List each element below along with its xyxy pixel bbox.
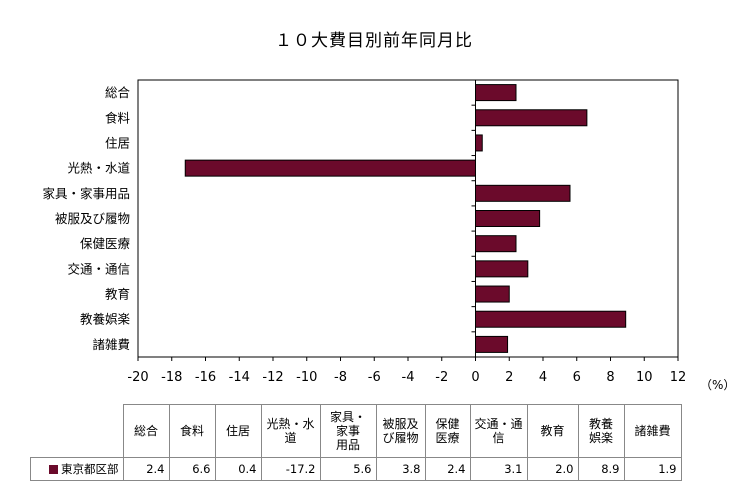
table-header-cell: 総合 — [122, 404, 170, 458]
x-tick-label: 0 — [471, 370, 479, 385]
table-header-cell: 光熱・水道 — [260, 404, 321, 458]
header-text: 道 — [284, 431, 297, 445]
bar — [475, 260, 529, 278]
value-cell: 6.6 — [168, 457, 216, 481]
header-text: 食料 — [179, 424, 204, 438]
series-name-cell: 東京都区部 — [30, 457, 124, 481]
table-corner — [30, 404, 124, 458]
header-text: 交通・通 — [474, 417, 523, 431]
header-text: 家事 — [335, 424, 360, 438]
table-header-cell: 食料 — [168, 404, 216, 458]
category-label: 諸雑費 — [92, 337, 130, 352]
table-header-row: 総合 食料 住居 光熱・水道家具・ 家事 用品 被服及 び履物 保健 医療 交通・通信教育 教養 娯楽諸… — [30, 404, 682, 458]
category-label: 教養娯楽 — [80, 312, 131, 327]
x-tick-label: 6 — [573, 370, 581, 385]
data-table: 総合 食料 住居 光熱・水道家具・ 家事 用品 被服及 び履物 保健 医療 交通・通信教育 教養 娯楽諸… — [30, 404, 682, 481]
bar — [475, 210, 541, 227]
x-tick-label: -2 — [435, 370, 448, 385]
header-text: 信 — [492, 431, 505, 445]
x-tick-label: -14 — [229, 370, 250, 385]
bar — [475, 235, 517, 253]
x-tick-label: -16 — [195, 370, 216, 385]
x-tick-label: -8 — [334, 370, 347, 385]
category-label: 教育 — [105, 287, 130, 302]
table-header-cell: 被服及 び履物 — [375, 404, 426, 458]
header-text: 娯楽 — [588, 431, 613, 445]
header-text: び履物 — [382, 431, 419, 445]
value-cell: 3.8 — [375, 457, 426, 481]
value-cell: 1.9 — [623, 457, 682, 481]
bar — [475, 84, 517, 102]
value-cell: 2.4 — [424, 457, 471, 481]
x-tick-label: -18 — [161, 370, 182, 385]
bar — [475, 335, 509, 353]
bar — [475, 310, 627, 328]
bar — [475, 184, 571, 202]
unit-label: （%） — [700, 378, 736, 392]
table-row: 東京都区部 2.4 6.6 0.4 -17.2 5.6 3.8 2.4 3.1 2.0 8.9 1.… — [30, 457, 682, 481]
x-tick-label: 2 — [505, 370, 513, 385]
table-header-cell: 諸雑費 — [623, 404, 682, 458]
x-tick-label: 8 — [606, 370, 614, 385]
value-cell: 5.6 — [319, 457, 377, 481]
header-text: 光熱・水 — [266, 417, 315, 431]
value-cell: 2.0 — [526, 457, 579, 481]
header-text: 総合 — [133, 424, 158, 438]
header-text: 教養 — [588, 417, 613, 431]
category-label: 食料 — [105, 110, 131, 125]
header-text: 教育 — [540, 424, 565, 438]
series-name: 東京都区部 — [61, 462, 119, 476]
table-header-cell: 住居 — [214, 404, 262, 458]
table-header-cell: 交通・通信 — [469, 404, 528, 458]
category-label: 住居 — [105, 135, 130, 150]
bar — [475, 109, 588, 127]
category-label: 光熱・水道 — [67, 161, 130, 176]
table-header-cell: 保健 医療 — [424, 404, 471, 458]
category-label: 交通・通信 — [67, 261, 130, 276]
header-text: 諸雑費 — [634, 424, 671, 438]
category-label: 総合 — [105, 85, 131, 100]
category-label: 保健医療 — [80, 236, 131, 251]
x-tick-label: -12 — [262, 370, 283, 385]
x-tick-label: -4 — [402, 370, 415, 385]
bar — [475, 134, 483, 152]
value-cell: 8.9 — [577, 457, 625, 481]
x-tick-label: 4 — [539, 370, 547, 385]
header-text: 被服及 — [382, 417, 419, 431]
table-header-cell: 教養 娯楽 — [577, 404, 625, 458]
value-cell: -17.2 — [260, 457, 321, 481]
x-tick-label: -6 — [368, 370, 381, 385]
bar-chart: 総合食料住居光熱・水道家具・家事用品被服及び履物保健医療交通・通信教育教養娯楽諸… — [42, 79, 687, 385]
x-tick-label: 12 — [670, 370, 687, 385]
header-text: 用品 — [335, 438, 360, 452]
category-label: 被服及び履物 — [55, 211, 130, 226]
bar — [184, 159, 476, 177]
table-header-cell: 家具・ 家事 用品 — [319, 404, 377, 458]
bar — [475, 285, 510, 303]
header-text: 家具・ — [329, 410, 366, 424]
value-cell: 3.1 — [469, 457, 528, 481]
value-cell: 2.4 — [122, 457, 170, 481]
x-tick-label: -20 — [127, 370, 148, 385]
value-cell: 0.4 — [214, 457, 262, 481]
header-text: 保健 — [435, 417, 460, 431]
table-header-cell: 教育 — [526, 404, 579, 458]
chart-title: １０大費目別前年同月比 — [275, 31, 473, 51]
category-label: 家具・家事用品 — [42, 186, 130, 201]
x-tick-label: -10 — [296, 370, 317, 385]
legend-swatch — [49, 465, 58, 474]
x-tick-label: 10 — [636, 370, 653, 385]
header-text: 医療 — [435, 431, 460, 445]
header-text: 住居 — [225, 424, 250, 438]
